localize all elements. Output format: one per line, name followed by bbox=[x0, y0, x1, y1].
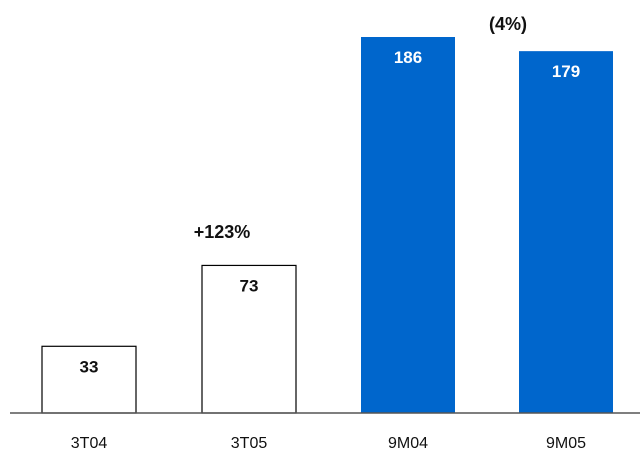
bar-3t04 bbox=[41, 345, 137, 414]
data-label-3t04: 33 bbox=[80, 357, 99, 376]
x-tick-label-9m05: 9M05 bbox=[546, 435, 586, 452]
bar-9m05 bbox=[519, 51, 613, 413]
bar-3t05 bbox=[201, 264, 297, 414]
x-tick-labels: 3T04 3T05 9M04 9M05 bbox=[71, 435, 586, 452]
x-tick-label-3t04: 3T04 bbox=[71, 435, 108, 452]
x-tick-label-9m04: 9M04 bbox=[388, 435, 428, 452]
x-tick-label-3t05: 3T05 bbox=[231, 435, 268, 452]
annotation-change-9m: (4%) bbox=[489, 14, 527, 34]
data-label-9m04: 186 bbox=[394, 48, 422, 67]
data-label-9m05: 179 bbox=[552, 62, 580, 81]
data-label-3t05: 73 bbox=[240, 276, 259, 295]
bar-9m04 bbox=[361, 37, 455, 413]
bars-group: 33 73 186 179 bbox=[41, 37, 613, 414]
annotation-growth-3t: +123% bbox=[194, 222, 251, 242]
